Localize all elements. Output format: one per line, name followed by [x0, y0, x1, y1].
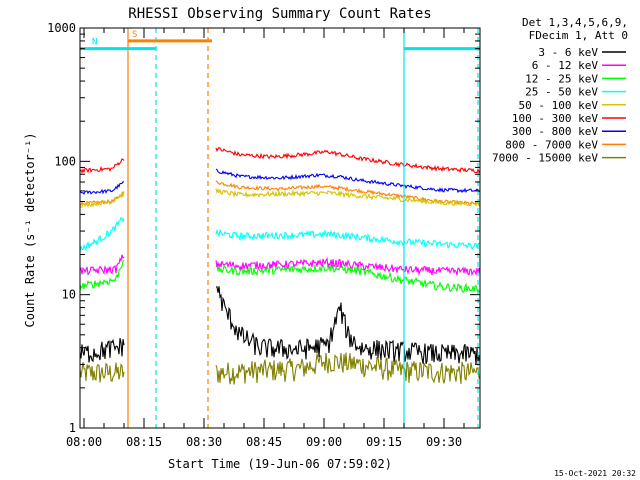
series-line-7000-15000-kev-seg2	[215, 352, 480, 385]
legend-header-line-1: Det 1,3,4,5,6,9,	[522, 16, 628, 29]
timestamp: 15-Oct-2021 20:32	[554, 469, 636, 478]
legend-label-5: 50 - 100 keV	[519, 99, 599, 112]
series-line-800-7000-kev-seg2	[215, 180, 480, 206]
series-line-25-50-kev-seg2	[215, 228, 480, 250]
plot-frame	[79, 27, 481, 429]
series-line-3-6-kev-seg1	[80, 337, 125, 363]
y-axis-label: Count Rate (s⁻¹ detector⁻¹)	[23, 132, 37, 327]
series-line-300-800-kev-seg1	[80, 181, 125, 195]
legend-label-1: 3 - 6 keV	[538, 46, 598, 59]
x-axis-label: Start Time (19-Jun-06 07:59:02)	[168, 457, 392, 471]
series-line-6-12-kev-seg2	[215, 257, 480, 277]
legend-label-2: 6 - 12 keV	[532, 59, 599, 72]
chart-title: RHESSI Observing Summary Count Rates	[128, 6, 431, 22]
series-line-12-25-kev-seg1	[80, 260, 125, 291]
series-line-50-100-kev-seg2	[215, 188, 480, 207]
series-line-7000-15000-kev-seg1	[80, 362, 125, 383]
legend-label-8: 800 - 7000 keV	[505, 138, 598, 151]
series-line-25-50-kev-seg1	[80, 216, 125, 252]
legend-label-7: 300 - 800 keV	[512, 125, 598, 138]
axes: 1 10 100 1000 08:00 08:15 08:30 08:45 09:00 09:15…	[47, 21, 481, 449]
x-tick-label-0800: 08:00	[66, 435, 102, 449]
x-tick-label-0815: 08:15	[126, 435, 162, 449]
x-tick-label-0900: 09:00	[306, 435, 342, 449]
y-tick-label-10: 10	[62, 288, 76, 302]
plot-area: SN	[80, 28, 480, 428]
flag-label-s: S	[132, 30, 137, 40]
legend-label-3: 12 - 25 keV	[525, 72, 598, 85]
x-tick-label-0930: 09:30	[426, 435, 462, 449]
x-tick-label-0830: 08:30	[186, 435, 222, 449]
series-line-100-300-kev-seg1	[80, 158, 125, 175]
y-tick-label-100: 100	[54, 154, 76, 168]
x-tick-label-0915: 09:15	[366, 435, 402, 449]
legend-header-line-2: FDecim 1, Att 0	[529, 29, 628, 42]
legend-label-4: 25 - 50 keV	[525, 86, 598, 99]
y-tick-label-1: 1	[69, 421, 76, 435]
series-line-12-25-kev-seg2	[215, 263, 480, 294]
x-tick-label-0845: 08:45	[246, 435, 282, 449]
series-line-300-800-kev-seg2	[215, 168, 480, 194]
series-line-6-12-kev-seg1	[80, 254, 125, 276]
y-tick-label-1000: 1000	[47, 21, 76, 35]
series-line-3-6-kev-seg2	[216, 286, 480, 365]
legend-label-9: 7000 - 15000 keV	[492, 152, 598, 165]
flag-label-n: N	[92, 38, 97, 48]
series-line-50-100-kev-seg1	[80, 190, 125, 209]
legend-label-6: 100 - 300 keV	[512, 112, 598, 125]
series-line-100-300-kev-seg2	[215, 146, 480, 174]
